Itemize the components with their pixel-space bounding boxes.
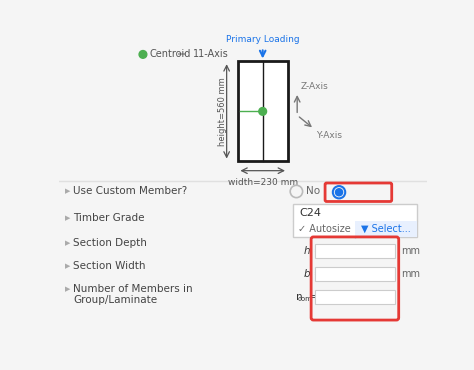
FancyBboxPatch shape: [293, 204, 417, 237]
Text: n: n: [296, 292, 302, 302]
Text: 11-Axis: 11-Axis: [192, 50, 228, 60]
Text: 115: 115: [319, 269, 341, 279]
Text: Z-Axis: Z-Axis: [301, 82, 329, 91]
Text: com: com: [298, 296, 313, 302]
Text: Yes: Yes: [350, 187, 371, 197]
Text: Primary Loading: Primary Loading: [226, 36, 300, 44]
Text: height=560 mm: height=560 mm: [218, 77, 227, 146]
Text: ▶: ▶: [65, 240, 71, 246]
Circle shape: [139, 51, 147, 58]
FancyBboxPatch shape: [315, 267, 395, 281]
Text: width=230 mm: width=230 mm: [228, 178, 298, 187]
FancyBboxPatch shape: [237, 61, 288, 161]
Circle shape: [333, 186, 345, 198]
Text: 2: 2: [319, 292, 327, 302]
Text: Section Width: Section Width: [73, 261, 146, 271]
Text: Use Custom Member?: Use Custom Member?: [73, 186, 187, 196]
Text: mm: mm: [401, 246, 420, 256]
Text: 560: 560: [319, 246, 341, 256]
Text: No: No: [306, 186, 320, 196]
Text: Group/Laminate: Group/Laminate: [73, 295, 157, 305]
Text: Timber Grade: Timber Grade: [73, 213, 145, 223]
Circle shape: [290, 185, 302, 198]
Text: Y-Axis: Y-Axis: [317, 131, 343, 139]
Text: ▶: ▶: [65, 188, 71, 194]
Text: ✓ Autosize: ✓ Autosize: [298, 224, 351, 234]
Text: ▼ Select...: ▼ Select...: [361, 224, 411, 234]
FancyBboxPatch shape: [315, 290, 395, 304]
Text: b =: b =: [304, 269, 323, 279]
Text: mm: mm: [401, 269, 420, 279]
FancyBboxPatch shape: [315, 244, 395, 258]
Text: ▶: ▶: [65, 286, 71, 292]
Text: Centroid: Centroid: [150, 50, 191, 60]
FancyBboxPatch shape: [325, 183, 392, 202]
Text: ▶: ▶: [65, 263, 71, 269]
Circle shape: [335, 188, 343, 196]
Text: ▶: ▶: [65, 215, 71, 221]
FancyBboxPatch shape: [356, 221, 417, 237]
Text: h =: h =: [304, 246, 323, 256]
Text: Number of Members in: Number of Members in: [73, 284, 193, 294]
Text: Section Depth: Section Depth: [73, 238, 147, 248]
Text: =: =: [306, 292, 318, 302]
Circle shape: [259, 108, 266, 115]
Text: C24: C24: [300, 208, 321, 218]
